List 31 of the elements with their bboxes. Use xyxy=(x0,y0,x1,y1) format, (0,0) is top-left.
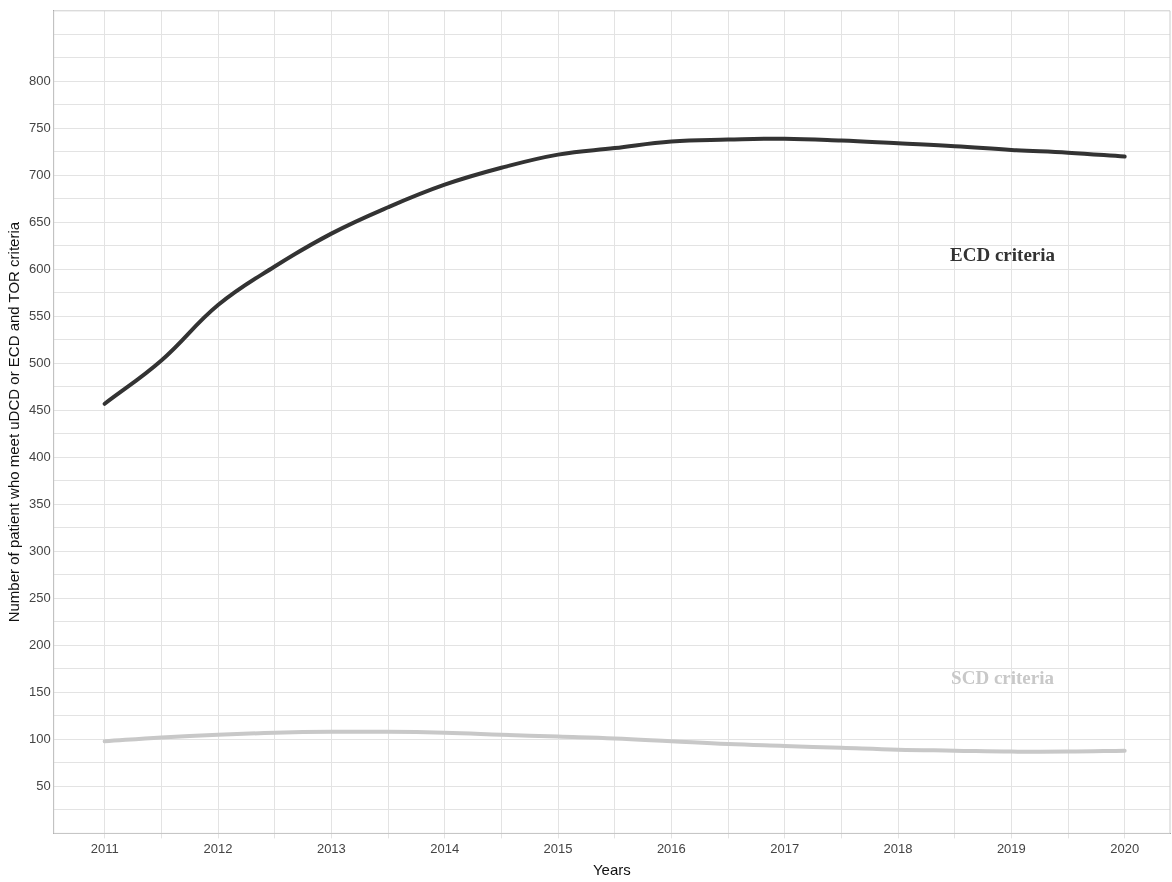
y-tick-label: 500 xyxy=(28,354,51,370)
x-axis-title: Years xyxy=(592,861,631,879)
x-tick-label: 2011 xyxy=(90,840,119,856)
y-tick-label: 800 xyxy=(28,72,51,88)
y-tick-label: 50 xyxy=(36,777,51,793)
y-axis-title: Number of patient who meet uDCD or ECD and TOR criteria xyxy=(5,221,23,623)
x-tick-label: 2014 xyxy=(430,840,460,856)
text: ECD criteria xyxy=(950,244,1056,266)
x-tick-label: 2018 xyxy=(883,840,913,856)
y-tick-label: 250 xyxy=(28,589,51,605)
line-series xyxy=(102,729,1127,754)
x-tick-label: 2019 xyxy=(996,840,1026,856)
y-tick-label: 100 xyxy=(28,730,51,746)
y-tick-label: 700 xyxy=(28,166,51,182)
x-tick-label: 2013 xyxy=(316,840,346,856)
x-tick-label: 2015 xyxy=(543,840,573,856)
x-tick-label: 2016 xyxy=(656,840,686,856)
y-tick-label: 550 xyxy=(28,307,51,323)
y-tick-label: 150 xyxy=(28,683,51,699)
x-tick-label: 2017 xyxy=(770,840,800,856)
x-tick-label: 2012 xyxy=(203,840,233,856)
y-tick-label: 600 xyxy=(28,260,51,276)
y-tick-label: 350 xyxy=(28,495,51,511)
line-series xyxy=(102,136,1127,406)
y-tick-label: 650 xyxy=(28,213,51,229)
y-tick-label: 200 xyxy=(28,636,51,652)
y-tick-label: 750 xyxy=(28,119,51,135)
y-tick-label: 450 xyxy=(28,401,51,417)
x-tick-label: 2020 xyxy=(1110,840,1140,856)
y-tick-label: 300 xyxy=(28,542,51,558)
y-tick-label: 400 xyxy=(28,448,51,464)
